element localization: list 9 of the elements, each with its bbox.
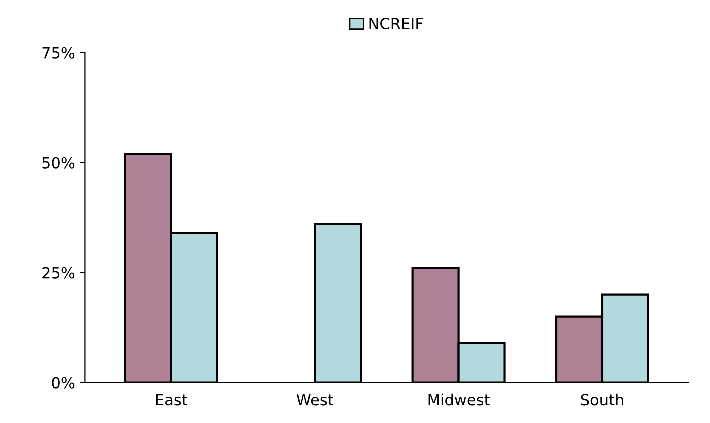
legend-label: NCREIF (370, 18, 424, 30)
x-tick-label: East (156, 394, 188, 406)
y-tick-label: 0% (52, 377, 75, 389)
y-tick-label: 50% (42, 157, 75, 169)
y-tick-label: 75% (42, 47, 75, 59)
x-tick-label: West (296, 394, 334, 406)
y-tick-label: 25% (42, 267, 75, 279)
x-tick-label: South (581, 394, 624, 406)
x-tick-label: Midwest (428, 394, 490, 406)
